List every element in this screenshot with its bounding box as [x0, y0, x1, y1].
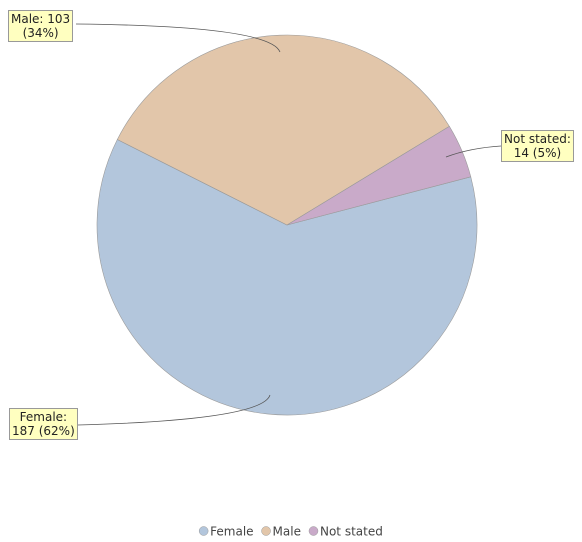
legend-marker: [198, 526, 209, 536]
legend-label: Not stated: [320, 525, 383, 539]
pie-slice: [96, 139, 478, 416]
legend-marker: [308, 526, 319, 536]
data-label: Female: 187 (62%): [9, 408, 78, 440]
data-label: Not stated: 14 (5%): [501, 130, 574, 162]
legend-marker: [261, 526, 271, 536]
pie-slice: [116, 34, 450, 226]
legend-label: Male: [273, 525, 301, 539]
pie-slice: [286, 125, 472, 226]
leader-line: [445, 145, 502, 158]
leader-line: [75, 23, 281, 53]
legend-label: Female: [210, 525, 253, 539]
leader-line: [77, 394, 271, 426]
data-label: Male: 103 (34%): [8, 10, 74, 42]
